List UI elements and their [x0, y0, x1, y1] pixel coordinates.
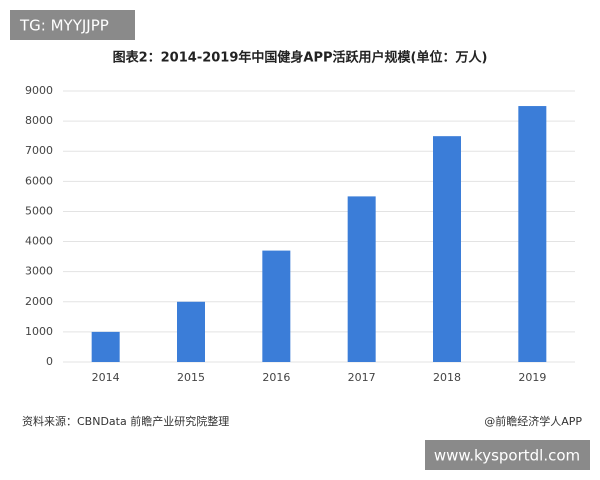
- bar: [177, 301, 205, 362]
- x-tick-label: 2016: [262, 371, 290, 384]
- x-tick-label: 2017: [348, 371, 376, 384]
- bar: [347, 196, 376, 362]
- y-tick-label: 7000: [25, 144, 53, 157]
- overlay-text: TG: MYYJJPP: [19, 17, 109, 35]
- y-tick-label: 6000: [25, 174, 53, 187]
- chart-title: 图表2：2014-2019年中国健身APP活跃用户规模(单位：万人): [113, 50, 488, 66]
- y-tick-label: 8000: [25, 114, 53, 127]
- x-tick-label: 2019: [518, 371, 546, 384]
- y-tick-label: 3000: [25, 265, 53, 278]
- overlay-box: [10, 10, 135, 40]
- credit: @前瞻经济学人APP: [484, 414, 582, 428]
- x-tick-label: 2014: [92, 371, 120, 384]
- y-tick-label: 4000: [25, 235, 53, 248]
- source-note: 资料来源：CBNData 前瞻产业研究院整理: [22, 414, 229, 428]
- overlay-box: [425, 440, 590, 470]
- y-tick-label: 5000: [25, 204, 53, 217]
- x-tick-label: 2015: [177, 371, 205, 384]
- y-tick-label: 0: [46, 355, 53, 368]
- bar: [433, 136, 461, 362]
- y-tick-label: 1000: [25, 325, 53, 338]
- x-tick-label: 2018: [433, 371, 461, 384]
- overlay-text: www.kysportdl.com: [434, 447, 580, 465]
- bar: [262, 250, 291, 362]
- y-tick-label: 9000: [25, 84, 53, 97]
- bar: [91, 331, 120, 362]
- y-tick-label: 2000: [25, 295, 53, 308]
- bar: [518, 106, 547, 362]
